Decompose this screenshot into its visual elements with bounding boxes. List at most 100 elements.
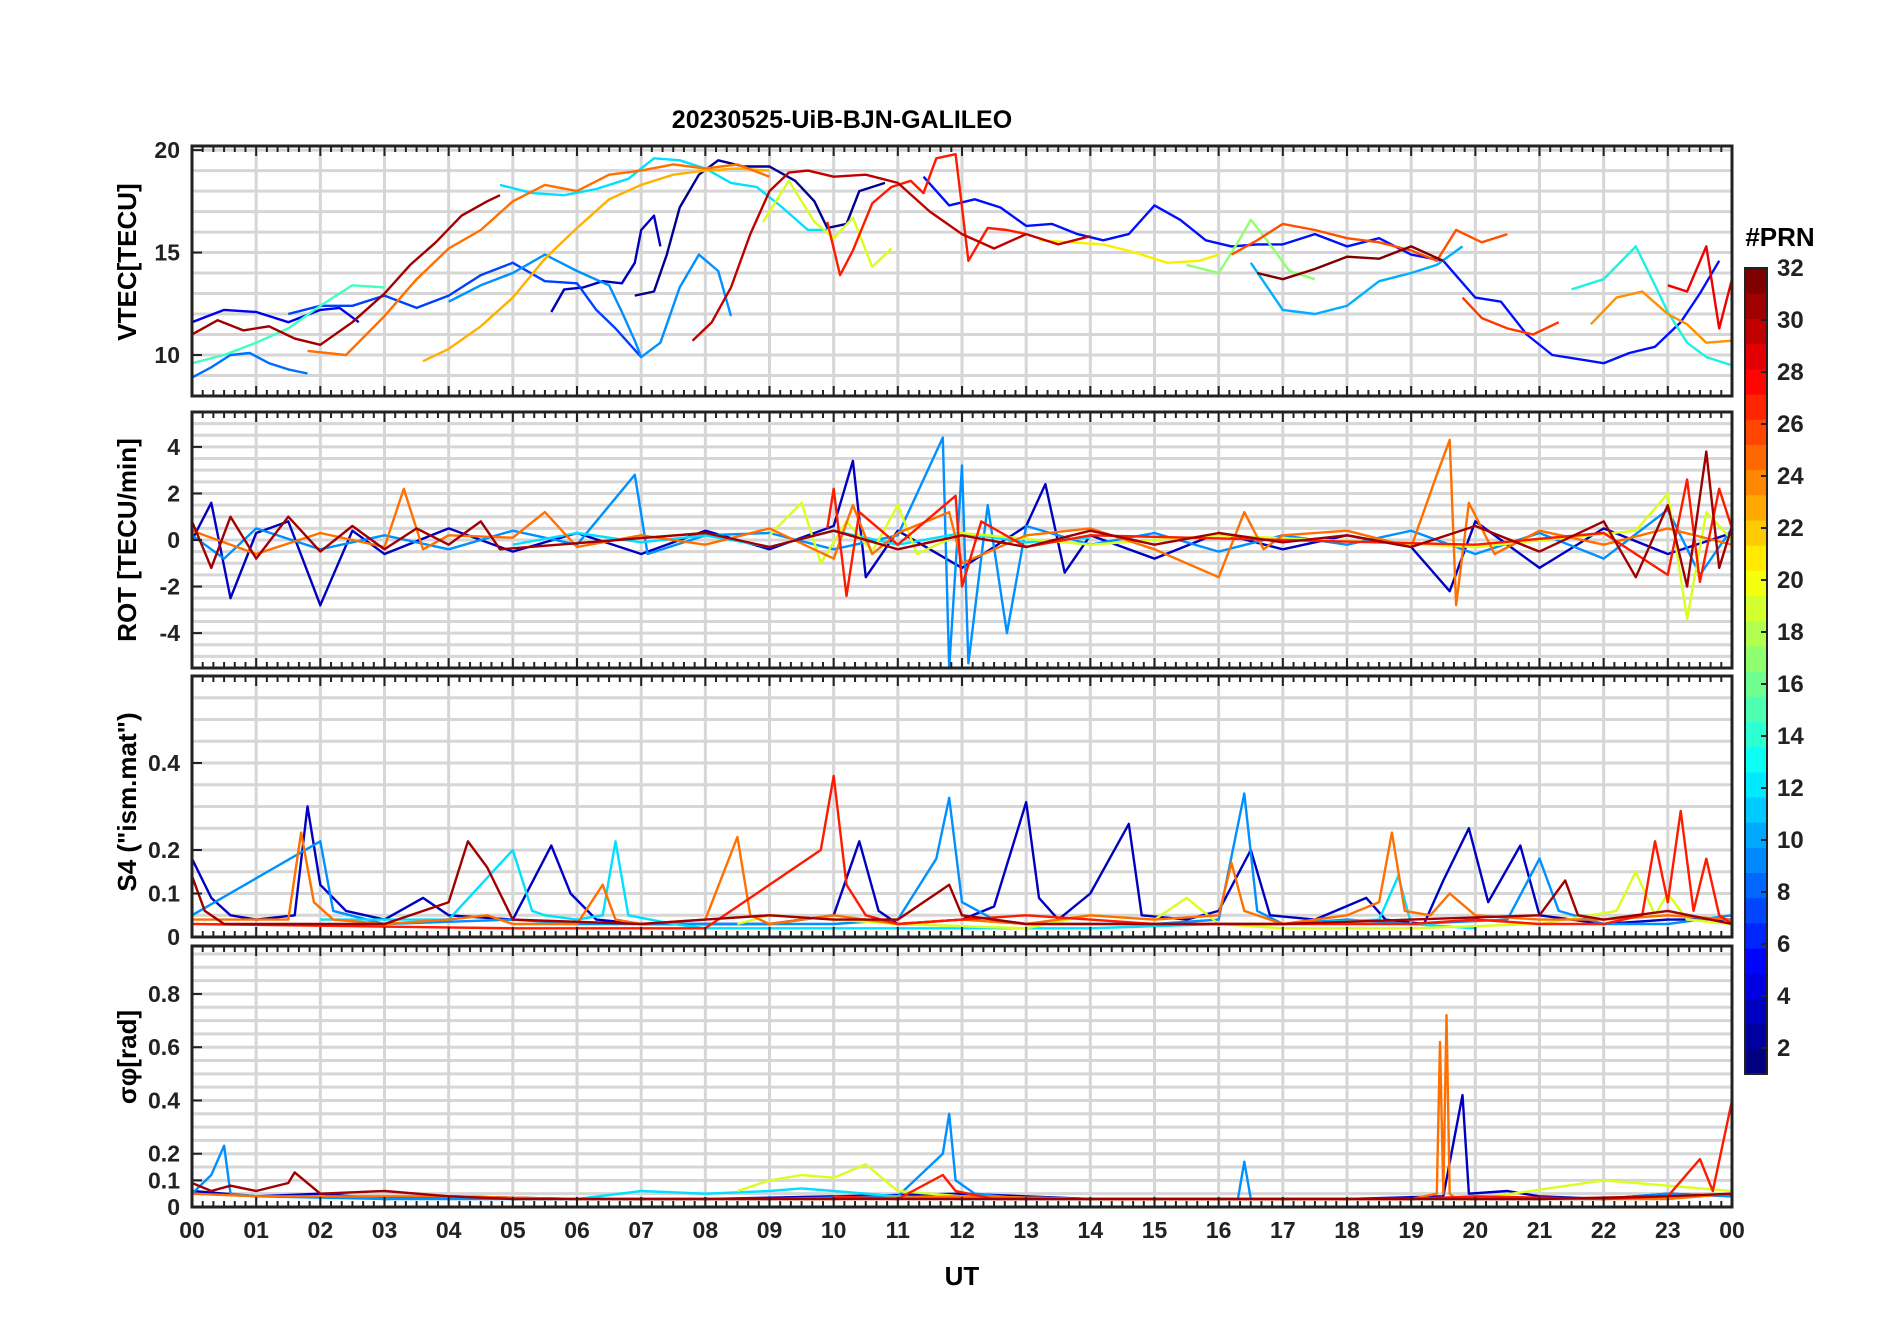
colorbar-segment	[1745, 570, 1767, 597]
rot-ytick-label: 4	[167, 434, 180, 460]
colorbar-tick-label: 14	[1777, 723, 1804, 750]
colorbar-tick-label: 28	[1777, 359, 1804, 386]
vtec-series-prn-9	[448, 253, 733, 359]
colorbar-segment	[1745, 973, 1767, 1000]
colorbar-title: #PRN	[1745, 222, 1814, 252]
vtec-series-prn-27	[826, 153, 1027, 277]
sigma-phi-ylabel: σφ[rad]	[112, 1010, 142, 1104]
colorbar-segment	[1745, 922, 1767, 949]
vtec-ytick-label: 10	[154, 342, 180, 368]
colorbar-segment	[1745, 469, 1767, 496]
colorbar-segment	[1745, 998, 1767, 1025]
colorbar-segment	[1745, 696, 1767, 722]
vtec-panel: VTEC[TECU] 10 15 20	[112, 137, 1734, 398]
colorbar-tick-label: 24	[1777, 463, 1804, 490]
vtec-series-prn-28	[1667, 245, 1732, 330]
colorbar-segment	[1745, 1048, 1767, 1075]
x-axis-label: UT	[945, 1261, 980, 1291]
x-tick-label: 11	[886, 1217, 911, 1243]
colorbar-segment	[1745, 545, 1767, 571]
x-tick-label: 10	[821, 1217, 847, 1243]
x-tick-label: 05	[500, 1217, 526, 1243]
x-tick-label: 12	[949, 1217, 975, 1243]
s4-panel: S4 ("ism.mat") 0 0.1 0.2 0.4	[112, 674, 1734, 950]
colorbar-segment	[1745, 368, 1767, 395]
chart-title: 20230525-UiB-BJN-GALILEO	[672, 106, 1012, 134]
x-tick-labels: 00 01 02 03 04 05 06 07 08 09 10 11 12 13 14 15 16 17 18 19…	[179, 1217, 1745, 1243]
colorbar-segment	[1745, 393, 1767, 420]
x-tick-label: 15	[1142, 1217, 1168, 1243]
s4-ytick-label: 0	[167, 924, 180, 950]
vtec-series-prn-19	[762, 179, 893, 269]
x-tick-label: 16	[1206, 1217, 1232, 1243]
vtec-series-prn-4	[922, 175, 1721, 365]
x-tick-label: 06	[564, 1217, 590, 1243]
colorbar-segment	[1745, 771, 1767, 798]
colorbar-segment	[1745, 519, 1767, 546]
sigma_phi-ytick-label: 0.1	[148, 1167, 180, 1193]
colorbar-segment	[1745, 645, 1767, 672]
s4-series-prn-31	[192, 840, 1732, 926]
sigma_phi-ytick-label: 0.6	[148, 1034, 180, 1060]
colorbar-segment	[1745, 620, 1767, 647]
colorbar-segment	[1745, 318, 1767, 345]
s4-series-group	[192, 774, 1732, 930]
vtec-series-prn-1	[634, 159, 886, 297]
x-tick-label: 07	[628, 1217, 654, 1243]
x-tick-label: 21	[1527, 1217, 1553, 1243]
x-tick-label: 23	[1655, 1217, 1681, 1243]
rot-series-prn-19	[768, 492, 1732, 621]
rot-series-prn-2	[192, 459, 1732, 607]
colorbar-segment	[1745, 444, 1767, 471]
x-tick-label: 03	[372, 1217, 398, 1243]
x-tick-label: 01	[243, 1217, 269, 1243]
sigma_phi-ytick-label: 0	[167, 1194, 180, 1220]
colorbar-segment	[1745, 721, 1767, 748]
colorbar-segment	[1745, 268, 1767, 294]
colorbar-tick-label: 32	[1777, 255, 1804, 282]
colorbar-tick-label: 8	[1777, 879, 1790, 906]
s4-series-prn-2	[192, 800, 1732, 926]
sigma_phi-ytick-label: 0.8	[148, 981, 180, 1007]
vtec-series-prn-23	[1589, 290, 1732, 344]
rot-ylabel: ROT [TECU/min]	[112, 438, 142, 642]
colorbar-segment	[1745, 343, 1767, 370]
colorbar-segment	[1745, 872, 1767, 899]
vtec-series-prn-12	[499, 157, 828, 232]
colorbar-tick-label: 26	[1777, 411, 1804, 438]
rot-ytick-label: 0	[167, 527, 180, 553]
colorbar-segment	[1745, 948, 1767, 974]
colorbar-segment	[1745, 1023, 1767, 1050]
colorbar-segment	[1745, 897, 1767, 924]
vtec-series-prn-2	[550, 214, 662, 313]
rot-ytick-label: -4	[160, 620, 181, 646]
colorbar-tick-label: 12	[1777, 775, 1804, 802]
vtec-series-prn-31	[192, 194, 501, 346]
colorbar-segment	[1745, 746, 1767, 773]
rot-series-group	[192, 436, 1732, 668]
vtec-series-prn-13	[1571, 245, 1732, 367]
vtec-series-prn-15	[192, 284, 385, 365]
x-tick-label: 08	[693, 1217, 719, 1243]
x-tick-label: 17	[1270, 1217, 1296, 1243]
vtec-series-prn-25	[1230, 222, 1508, 262]
colorbar-segment	[1745, 419, 1767, 445]
colorbar-frame	[1744, 267, 1768, 1075]
vtec-series-prn-24	[307, 163, 770, 357]
vtec-ytick-label: 15	[154, 240, 180, 266]
colorbar-segment	[1745, 847, 1767, 874]
vtec-series-prn-22	[422, 167, 770, 363]
sigma-phi-panel: σφ[rad] 00.10.2 0.4 0.6 0.8	[112, 944, 1734, 1220]
sigma_phi-ytick-label: 0.2	[148, 1141, 180, 1167]
colorbar-segment	[1745, 822, 1767, 848]
vtec-series-group	[192, 153, 1732, 379]
vtec-series-prn-32	[1256, 245, 1444, 281]
colorbar-segment	[1745, 494, 1767, 521]
x-tick-label: 00	[179, 1217, 205, 1243]
colorbar-tick-label: 22	[1777, 515, 1804, 542]
colorbar-segment	[1745, 796, 1767, 823]
rot-series-prn-24	[192, 438, 1732, 607]
colorbar-segment	[1745, 595, 1767, 622]
